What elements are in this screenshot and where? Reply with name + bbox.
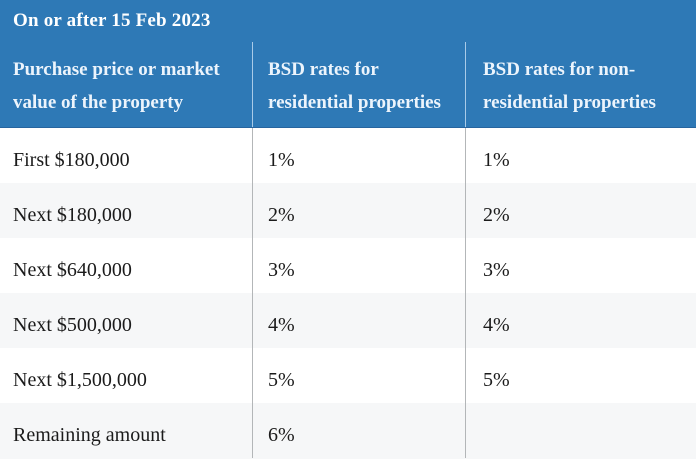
non-residential-rate-cell: 1%	[465, 128, 696, 183]
column-header-non-residential-rates: BSD rates for non-residential properties	[465, 42, 696, 127]
non-residential-rate-cell: 5%	[465, 348, 696, 403]
tier-cell: Next $640,000	[13, 259, 132, 281]
column-header-row: Purchase price or market value of the pr…	[0, 42, 696, 127]
tier-cell: Next $500,000	[13, 314, 132, 336]
residential-rate-cell: 1%	[252, 128, 465, 183]
residential-rate-cell: 2%	[252, 183, 465, 238]
table-row: Next $1,500,000 5% 5%	[0, 348, 696, 403]
table-body: First $180,000 1% 1% Next $180,000 2% 2%…	[0, 128, 696, 459]
non-residential-rate-cell: 3%	[465, 238, 696, 293]
residential-rate-cell: 5%	[252, 348, 465, 403]
tier-cell: Next $180,000	[13, 204, 132, 226]
table-row: Next $180,000 2% 2%	[0, 183, 696, 238]
table-header: On or after 15 Feb 2023 Purchase price o…	[0, 0, 696, 128]
table-row: First $180,000 1% 1%	[0, 128, 696, 183]
residential-rate-cell: 3%	[252, 238, 465, 293]
non-residential-rate-cell: 4%	[465, 293, 696, 348]
tier-cell: Remaining amount	[13, 424, 166, 446]
non-residential-rate-cell: 2%	[465, 183, 696, 238]
table-row: Next $640,000 3% 3%	[0, 238, 696, 293]
tier-cell: First $180,000	[13, 149, 130, 171]
column-header-residential-rates: BSD rates for residential properties	[252, 42, 465, 127]
table-title: On or after 15 Feb 2023	[13, 10, 211, 31]
column-header-property-value: Purchase price or market value of the pr…	[13, 59, 220, 113]
tier-cell: Next $1,500,000	[13, 369, 147, 391]
table-row: Remaining amount 6%	[0, 403, 696, 458]
residential-rate-cell: 6%	[252, 403, 465, 458]
non-residential-rate-cell	[465, 403, 696, 458]
residential-rate-cell: 4%	[252, 293, 465, 348]
table-row: Next $500,000 4% 4%	[0, 293, 696, 348]
